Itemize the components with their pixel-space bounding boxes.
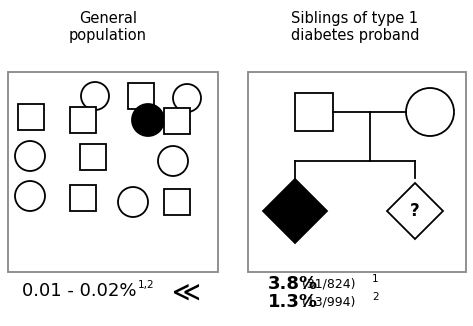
- Bar: [8, 72, 218, 272]
- Text: (13/994): (13/994): [298, 295, 355, 308]
- Text: 3.8%: 3.8%: [268, 275, 318, 293]
- Text: ≪: ≪: [172, 279, 201, 307]
- Bar: [18, 104, 44, 130]
- Bar: [164, 108, 190, 134]
- Text: 1.3%: 1.3%: [268, 293, 318, 311]
- Circle shape: [15, 181, 45, 211]
- Text: ?: ?: [410, 202, 420, 220]
- Text: Siblings of type 1
diabetes proband: Siblings of type 1 diabetes proband: [291, 11, 419, 43]
- Circle shape: [132, 104, 164, 136]
- Polygon shape: [263, 179, 327, 243]
- Circle shape: [81, 82, 109, 110]
- Text: General
population: General population: [69, 11, 147, 43]
- Bar: [295, 93, 333, 131]
- Polygon shape: [387, 183, 443, 239]
- Text: 0.01 - 0.02%: 0.01 - 0.02%: [22, 282, 137, 300]
- Bar: [164, 189, 190, 215]
- Bar: [80, 144, 106, 170]
- Bar: [128, 83, 154, 109]
- Text: 1,2: 1,2: [138, 280, 155, 290]
- Bar: [248, 72, 466, 272]
- Text: 2: 2: [372, 292, 378, 302]
- Text: (31/824): (31/824): [298, 277, 356, 290]
- Bar: [70, 107, 96, 133]
- Text: 1: 1: [372, 274, 378, 284]
- Circle shape: [15, 141, 45, 171]
- Circle shape: [406, 88, 454, 136]
- Circle shape: [118, 187, 148, 217]
- Bar: [70, 185, 96, 211]
- Circle shape: [173, 84, 201, 112]
- Circle shape: [158, 146, 188, 176]
